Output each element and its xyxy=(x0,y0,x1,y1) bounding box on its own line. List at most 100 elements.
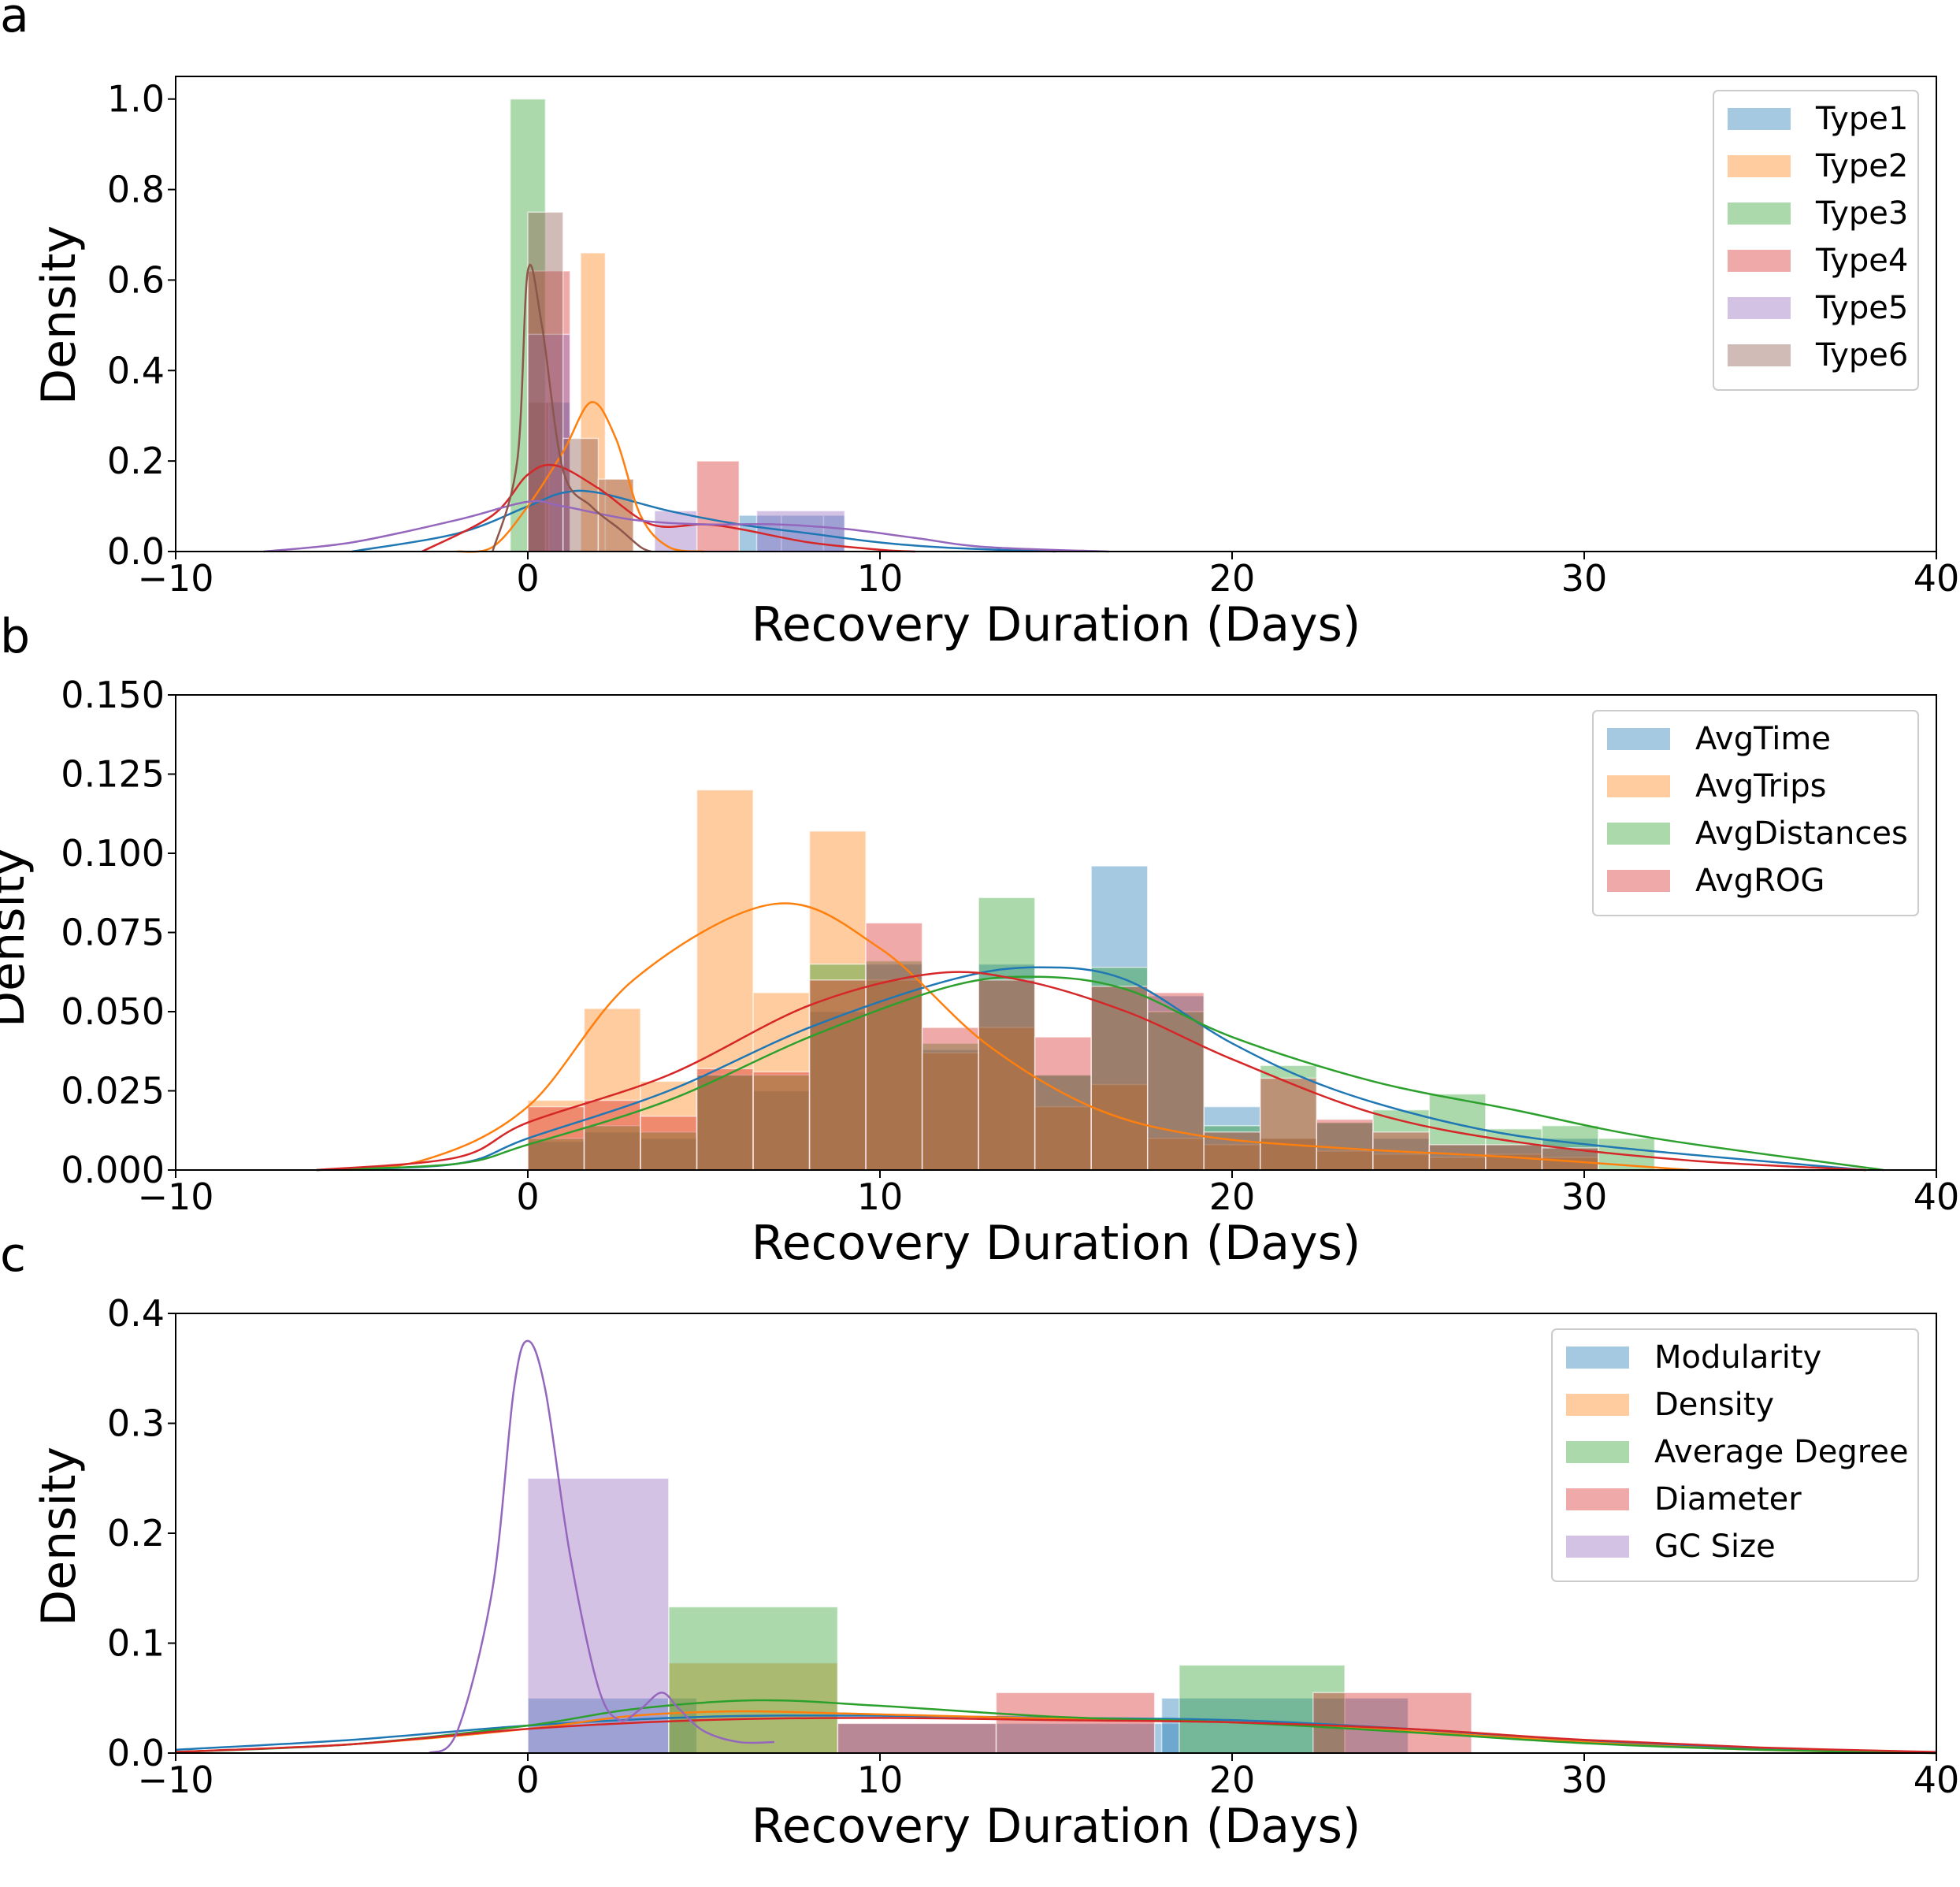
bar xyxy=(865,922,923,1171)
legend-swatch xyxy=(1566,1394,1629,1416)
legend-swatch xyxy=(1728,108,1791,130)
legend-box xyxy=(1551,1328,1919,1582)
bar xyxy=(921,1049,979,1171)
bar xyxy=(583,1099,641,1171)
legend-label: Type5 xyxy=(1815,290,1908,326)
bars xyxy=(509,98,846,552)
x-tick-label: 10 xyxy=(857,557,904,600)
x-tick-label: 40 xyxy=(1914,557,1960,600)
kde-line-avgtime xyxy=(316,966,1866,1172)
bar xyxy=(583,1124,641,1171)
panel-label: c xyxy=(0,1228,26,1283)
legend-swatch xyxy=(1566,1441,1629,1463)
y-tick-label: 0.100 xyxy=(61,832,165,875)
bar xyxy=(527,1105,585,1171)
x-axis: −10 0 10 20 30 40 Recovery Duration (Days) xyxy=(137,1753,1959,1854)
legend-label: Density xyxy=(1654,1387,1774,1423)
y-tick-label: 0.0 xyxy=(107,1732,165,1774)
legend-swatch xyxy=(1728,155,1791,177)
kde-line-diameter xyxy=(175,1717,1937,1753)
kde-line-gc-size xyxy=(429,1339,774,1755)
x-tick-label: 20 xyxy=(1209,1759,1256,1801)
legend-label: Type1 xyxy=(1815,101,1908,137)
bar xyxy=(1090,865,1149,1171)
x-tick-label: −10 xyxy=(137,1759,213,1801)
x-tick-label: 40 xyxy=(1914,1759,1960,1801)
bar xyxy=(640,1080,698,1171)
y-tick-label: 0.2 xyxy=(107,440,165,482)
panel-b: b −10 0 10 20 30 40 Recovery Duration (Days) 0.0… xyxy=(0,609,1959,1271)
x-tick-label: 10 xyxy=(857,1759,904,1801)
y-tick-label: 0.3 xyxy=(107,1402,165,1445)
x-tick-label: 20 xyxy=(1209,557,1256,600)
bar xyxy=(640,1115,698,1171)
bar xyxy=(752,1071,811,1171)
x-tick-label: 30 xyxy=(1561,1759,1608,1801)
x-tick-label: 0 xyxy=(516,1759,539,1801)
y-axis-label: Density xyxy=(32,225,87,405)
bar xyxy=(583,1131,641,1171)
kde-line-type1 xyxy=(351,489,1056,553)
bar xyxy=(1203,1124,1261,1171)
y-tick-label: 0.8 xyxy=(107,169,165,211)
panel-label: b xyxy=(0,609,30,664)
x-tick-label: 20 xyxy=(1209,1176,1256,1218)
bar xyxy=(978,963,1036,1171)
legend-box xyxy=(1713,90,1919,391)
x-axis-label: Recovery Duration (Days) xyxy=(752,1799,1361,1854)
bar xyxy=(1316,1118,1374,1171)
legend-swatch xyxy=(1728,344,1791,366)
y-axis: 0.0 0.2 0.4 0.6 0.8 1.0 Density xyxy=(32,78,176,573)
legend-label: Average Degree xyxy=(1654,1434,1909,1470)
legend-label: Diameter xyxy=(1654,1481,1802,1517)
bar xyxy=(978,979,1036,1171)
x-axis: −10 0 10 20 30 40 Recovery Duration (Days) xyxy=(137,552,1959,652)
y-tick-label: 0.4 xyxy=(107,349,165,392)
kde-line-avgtrips xyxy=(316,902,1691,1172)
legend-label: Modularity xyxy=(1654,1339,1821,1376)
x-axis: −10 0 10 20 30 40 Recovery Duration (Days) xyxy=(137,1170,1959,1271)
legend-label: AvgTime xyxy=(1695,721,1831,757)
legend-swatch xyxy=(1566,1488,1629,1510)
x-axis-label: Recovery Duration (Days) xyxy=(752,597,1361,652)
x-tick-label: 30 xyxy=(1561,557,1608,600)
y-axis: 0.0 0.1 0.2 0.3 0.4 Density xyxy=(32,1292,176,1774)
legend-box xyxy=(1592,710,1919,916)
kde-line-type5 xyxy=(263,500,1109,553)
legend-label: Type6 xyxy=(1815,337,1908,373)
x-tick-label: 40 xyxy=(1914,1176,1960,1218)
kde-line-type4 xyxy=(421,463,915,553)
y-tick-label: 0.050 xyxy=(61,990,165,1033)
legend-swatch xyxy=(1607,728,1670,750)
bar xyxy=(995,1692,1156,1754)
bar xyxy=(1179,1664,1346,1754)
legend-label: Type3 xyxy=(1815,195,1908,232)
bar xyxy=(668,1606,839,1754)
legend-swatch xyxy=(1728,297,1791,319)
legend-swatch xyxy=(1728,202,1791,225)
bar xyxy=(837,1722,997,1754)
bar xyxy=(1312,1692,1472,1754)
legend-label: Type2 xyxy=(1815,148,1908,184)
legend-label: AvgTrips xyxy=(1695,768,1826,804)
bar xyxy=(1090,966,1149,1171)
legend-label: GC Size xyxy=(1654,1529,1776,1565)
legend-label: AvgROG xyxy=(1695,863,1825,899)
y-tick-label: 0.4 xyxy=(107,1292,165,1335)
bar xyxy=(696,460,740,552)
bar xyxy=(1146,992,1205,1171)
kde-line-average-degree xyxy=(175,1699,1937,1755)
legend-swatch xyxy=(1607,823,1670,845)
bar xyxy=(752,1074,811,1171)
legend: Modularity Density Average Degree Diameter G… xyxy=(1551,1328,1919,1582)
bar xyxy=(808,963,867,1171)
bar xyxy=(696,1068,754,1171)
bar xyxy=(1090,986,1149,1171)
kde-line-avgrog xyxy=(316,971,1866,1172)
kde-line-avgdistances xyxy=(316,975,1884,1172)
y-tick-label: 0.125 xyxy=(61,753,165,796)
bar xyxy=(654,510,698,552)
legend: AvgTime AvgTrips AvgDistances AvgROG xyxy=(1592,710,1919,916)
legend: Type1 Type2 Type3 Type4 Type5 Type6 xyxy=(1713,90,1919,391)
